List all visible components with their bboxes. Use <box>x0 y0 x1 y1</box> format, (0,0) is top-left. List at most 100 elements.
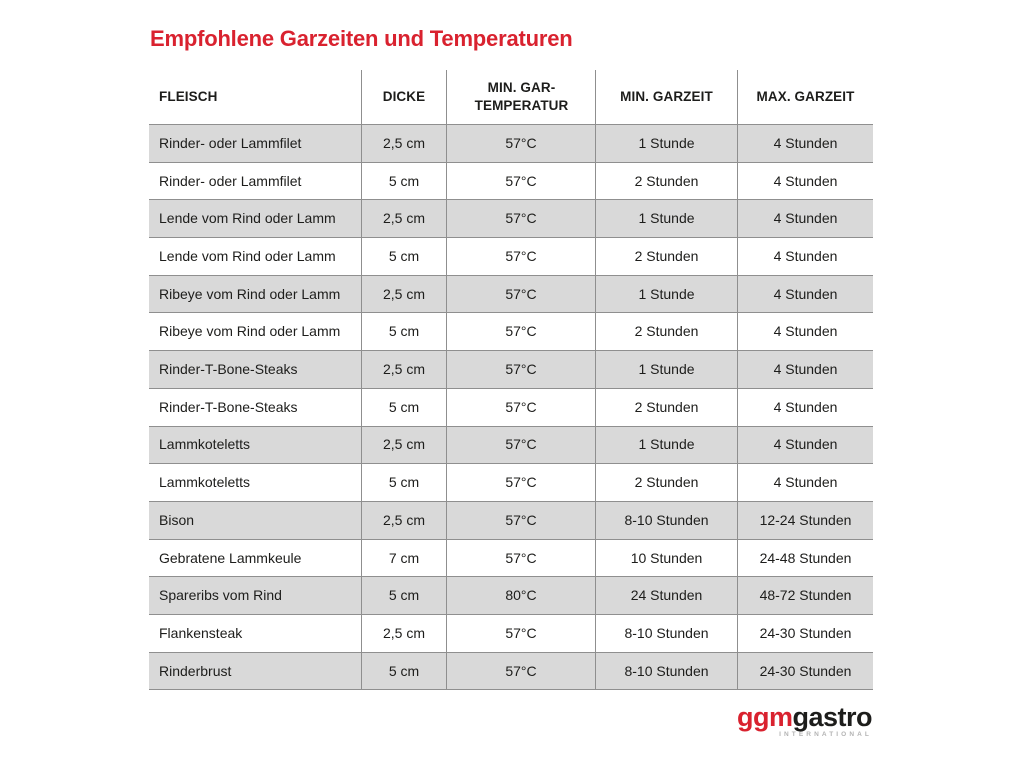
cell-dicke: 5 cm <box>361 313 446 351</box>
cell-fleisch: Rinderbrust <box>159 662 232 679</box>
logo-subtitle: INTERNATIONAL <box>779 730 872 738</box>
cell-min_garzeit: 1 Stunde <box>595 275 737 313</box>
cell-fleisch: Flankensteak <box>159 624 243 641</box>
cell-fleisch: Rinder- oder Lammfilet <box>159 172 302 189</box>
cell-max_garzeit: 4 Stunden <box>737 238 873 275</box>
cell-min_gar_temperatur: 57°C <box>446 313 595 351</box>
column-header-min_gar_temperatur: MIN. GAR-TEMPERATUR <box>446 70 595 124</box>
cell-dicke: 2,5 cm <box>361 426 446 464</box>
cell-min_gar_temperatur: 57°C <box>446 351 595 388</box>
cell-dicke: 5 cm <box>361 652 446 690</box>
cell-max_garzeit: 4 Stunden <box>737 464 873 501</box>
cell-min_garzeit: 1 Stunde <box>595 125 737 162</box>
cell-min_garzeit: 2 Stunden <box>595 162 737 200</box>
cell-max_garzeit: 4 Stunden <box>737 313 873 351</box>
cell-min_garzeit: 2 Stunden <box>595 388 737 426</box>
cell-fleisch: Ribeye vom Rind oder Lamm <box>159 323 341 340</box>
cell-min_gar_temperatur: 80°C <box>446 577 595 614</box>
cell-min_garzeit: 2 Stunden <box>595 313 737 351</box>
cell-min_gar_temperatur: 57°C <box>446 426 595 464</box>
cell-dicke: 7 cm <box>361 539 446 577</box>
cell-dicke: 2,5 cm <box>361 351 446 388</box>
cell-min_gar_temperatur: 57°C <box>446 539 595 577</box>
cell-fleisch: Spareribs vom Rind <box>159 587 282 604</box>
cell-fleisch: Rinder-T-Bone-Steaks <box>159 398 298 415</box>
cell-dicke: 5 cm <box>361 238 446 275</box>
table-body: Rinder- oder Lammfilet 2,5 cm 57°C 1 Stunde… <box>149 124 873 691</box>
cell-fleisch: Bison <box>159 511 195 528</box>
column-header-max_garzeit: MAX. GARZEIT <box>737 70 873 124</box>
logo-wordmark: ggmgastro <box>736 702 873 733</box>
cell-max_garzeit: 24-30 Stunden <box>737 652 873 690</box>
cell-min_garzeit: 10 Stunden <box>595 539 737 577</box>
table-row: Lammkoteletts 2,5 cm 57°C 1 Stunde 4 Stunden <box>149 425 873 464</box>
cell-min_garzeit: 8-10 Stunden <box>595 614 737 652</box>
table-row: Lende vom Rind oder Lamm 5 cm 57°C 2 Stunde… <box>149 237 873 275</box>
cell-dicke: 2,5 cm <box>361 275 446 313</box>
cell-fleisch: Lende vom Rind oder Lamm <box>159 248 336 264</box>
cell-fleisch: Ribeye vom Rind oder Lamm <box>159 285 341 302</box>
table-row: Flankensteak 2,5 cm 57°C 8-10 Stunden 24-30 … <box>149 613 873 652</box>
cell-max_garzeit: 4 Stunden <box>737 388 873 426</box>
cell-max_garzeit: 24-30 Stunden <box>737 614 873 652</box>
cell-fleisch: Rinder-T-Bone-Steaks <box>159 361 298 378</box>
cell-dicke: 5 cm <box>361 464 446 501</box>
column-header-fleisch: FLEISCH <box>159 89 218 105</box>
table-header-row: FLEISCH DICKE MIN. GAR-TEMPERATUR MIN. GARZ… <box>149 70 873 124</box>
cell-min_gar_temperatur: 57°C <box>446 652 595 690</box>
cell-min_garzeit: 8-10 Stunden <box>595 652 737 690</box>
cell-dicke: 5 cm <box>361 162 446 200</box>
cell-fleisch: Lende vom Rind oder Lamm <box>159 210 336 227</box>
cell-dicke: 2,5 cm <box>361 501 446 539</box>
cell-min_garzeit: 1 Stunde <box>595 351 737 388</box>
cell-dicke: 2,5 cm <box>361 614 446 652</box>
table-row: Lende vom Rind oder Lamm 2,5 cm 57°C 1 Stun… <box>149 199 873 238</box>
cell-min_gar_temperatur: 57°C <box>446 125 595 162</box>
column-header-min_garzeit: MIN. GARZEIT <box>595 70 737 124</box>
table-row: Gebratene Lammkeule 7 cm 57°C 10 Stunden 24-… <box>149 538 873 577</box>
cell-max_garzeit: 12-24 Stunden <box>737 501 873 539</box>
cell-fleisch: Lammkoteletts <box>159 474 251 491</box>
table-row: Ribeye vom Rind oder Lamm 2,5 cm 57°C 1 Stu… <box>149 274 873 313</box>
cell-min_garzeit: 2 Stunden <box>595 238 737 275</box>
logo-text-ggm: ggm <box>736 702 793 732</box>
cell-max_garzeit: 4 Stunden <box>737 162 873 200</box>
cell-min_gar_temperatur: 57°C <box>446 275 595 313</box>
cell-min_garzeit: 24 Stunden <box>595 577 737 614</box>
cell-max_garzeit: 4 Stunden <box>737 426 873 464</box>
table-row: Lammkoteletts 5 cm 57°C 2 Stunden 4 Stunden <box>149 463 873 501</box>
cell-min_garzeit: 1 Stunde <box>595 200 737 238</box>
page-title: Empfohlene Garzeiten und Temperaturen <box>150 26 573 51</box>
cell-max_garzeit: 48-72 Stunden <box>737 577 873 614</box>
cell-max_garzeit: 4 Stunden <box>737 125 873 162</box>
cell-min_garzeit: 8-10 Stunden <box>595 501 737 539</box>
table-row: Rinderbrust 5 cm 57°C 8-10 Stunden 24-30 Stu… <box>149 651 873 691</box>
cell-dicke: 5 cm <box>361 388 446 426</box>
cell-max_garzeit: 4 Stunden <box>737 351 873 388</box>
table-row: Rinder- oder Lammfilet 5 cm 57°C 2 Stunden 4… <box>149 161 873 200</box>
cell-min_gar_temperatur: 57°C <box>446 464 595 501</box>
table-row: Bison 2,5 cm 57°C 8-10 Stunden 12-24 Stunden <box>149 500 873 539</box>
cell-min_gar_temperatur: 57°C <box>446 162 595 200</box>
ggm-gastro-logo: ggmgastro INTERNATIONAL <box>736 702 873 738</box>
table-row: Rinder-T-Bone-Steaks 2,5 cm 57°C 1 Stunde 4 … <box>149 350 873 388</box>
cell-fleisch: Gebratene Lammkeule <box>159 549 302 566</box>
cell-max_garzeit: 24-48 Stunden <box>737 539 873 577</box>
cooking-times-table: FLEISCH DICKE MIN. GAR-TEMPERATUR MIN. GARZ… <box>149 70 873 691</box>
cell-max_garzeit: 4 Stunden <box>737 200 873 238</box>
cell-dicke: 5 cm <box>361 577 446 614</box>
table-row: Ribeye vom Rind oder Lamm 5 cm 57°C 2 Stund… <box>149 312 873 351</box>
cell-fleisch: Lammkoteletts <box>159 436 251 453</box>
cell-max_garzeit: 4 Stunden <box>737 275 873 313</box>
cell-dicke: 2,5 cm <box>361 125 446 162</box>
cell-fleisch: Rinder- oder Lammfilet <box>159 134 302 151</box>
logo-text-gastro: gastro <box>792 702 872 732</box>
cell-min_gar_temperatur: 57°C <box>446 388 595 426</box>
cell-dicke: 2,5 cm <box>361 200 446 238</box>
cell-min_gar_temperatur: 57°C <box>446 501 595 539</box>
cell-min_gar_temperatur: 57°C <box>446 200 595 238</box>
cell-min_gar_temperatur: 57°C <box>446 614 595 652</box>
cell-min_garzeit: 2 Stunden <box>595 464 737 501</box>
cell-min_garzeit: 1 Stunde <box>595 426 737 464</box>
column-header-dicke: DICKE <box>361 70 446 124</box>
